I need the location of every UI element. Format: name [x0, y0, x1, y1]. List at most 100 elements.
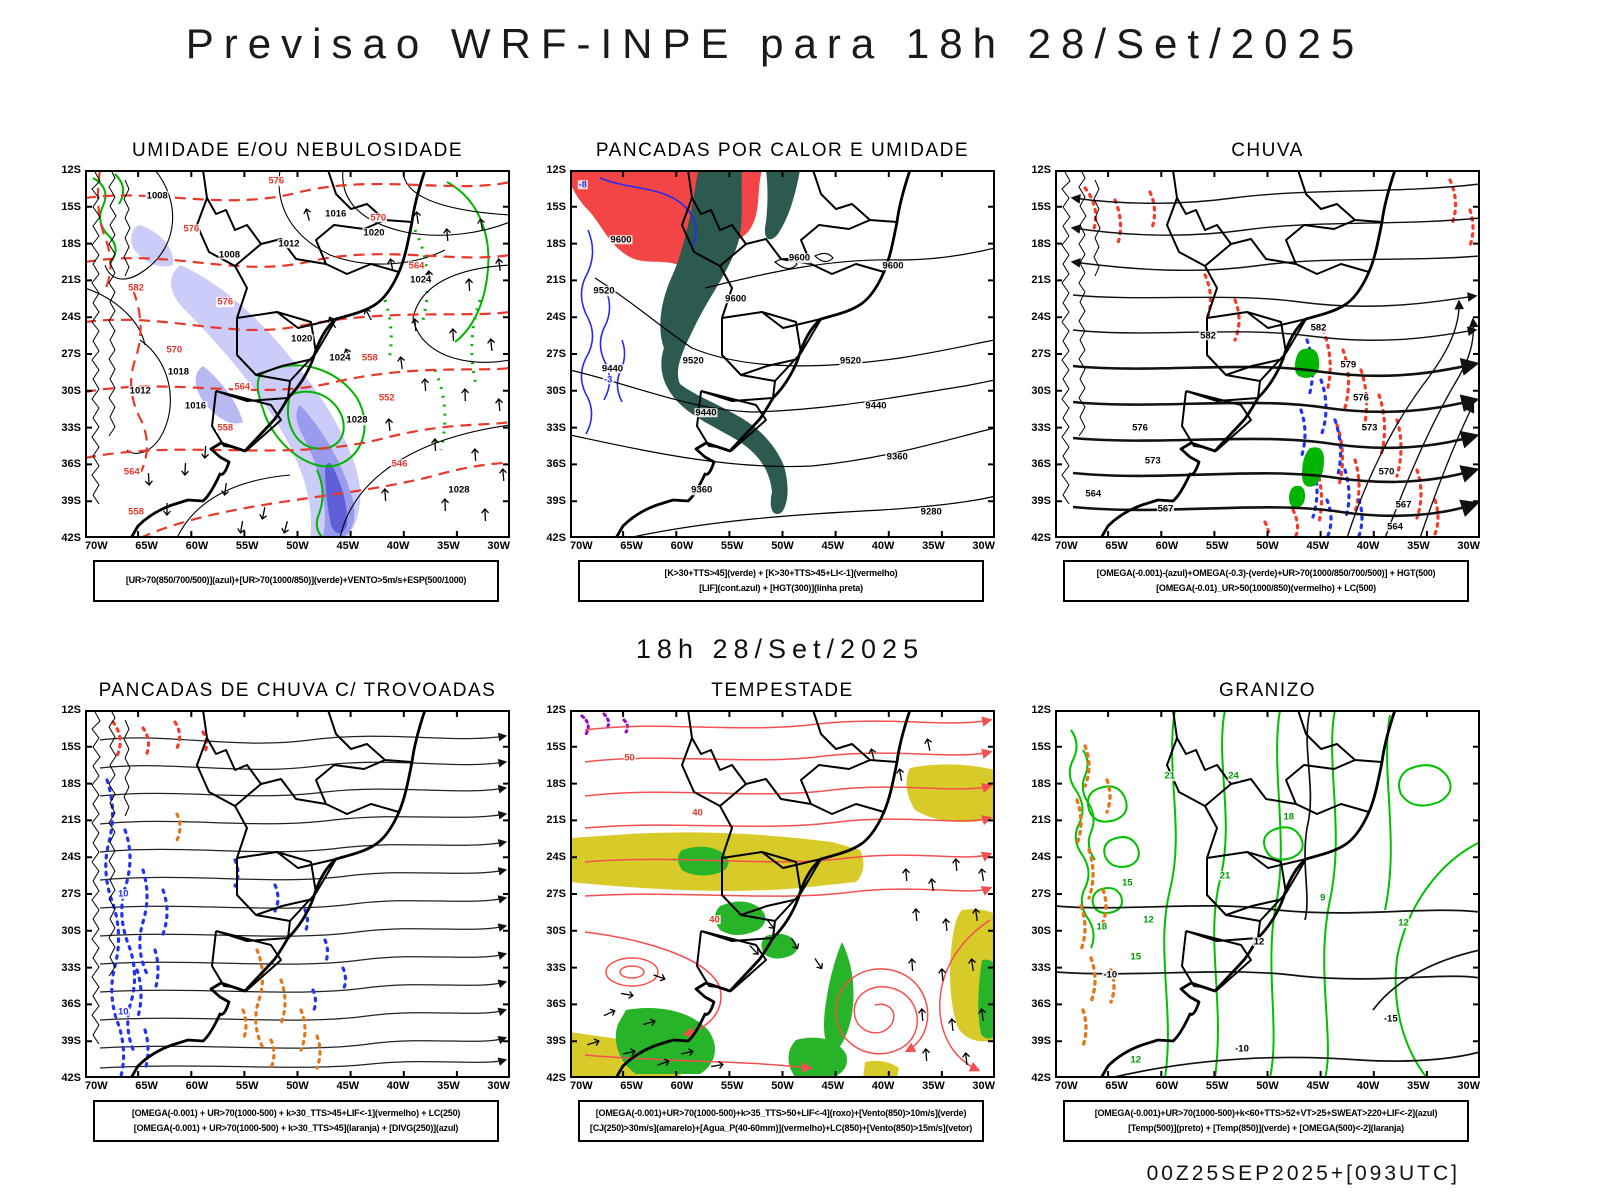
x-axis-labels: 70W 65W 60W 55W 50W 45W 40W 35W 30W	[85, 540, 510, 552]
lon-label: 50W	[1256, 540, 1279, 552]
lon-label: 55W	[235, 540, 259, 552]
lon-label: 60W	[670, 540, 694, 552]
lon-label: 65W	[620, 1080, 643, 1092]
lon-label: 60W	[185, 1080, 209, 1092]
caption-granizo: [OMEGA(-0.001)+UR>70(1000-500)+k<60+TTS>…	[1063, 1100, 1469, 1142]
y-axis-labels: 12S 15S 18S 21S 24S 27S 30S 33S 36S 39S 42S	[546, 164, 566, 544]
panel-granizo: GRANIZO 12S 15S 18S 21S 24S 27S 30S 33S 36S 39S 42…	[1025, 680, 1480, 1142]
map-canvas-umidade	[85, 170, 510, 538]
lon-label: 70W	[85, 540, 108, 552]
x-axis-labels: 70W 65W 60W 55W 50W 45W 40W 35W 30W	[1055, 540, 1480, 552]
lon-label: 40W	[386, 540, 410, 552]
map-chuva: 582 579 576 573 570 567 564 576 573 564 567 582	[1055, 170, 1480, 538]
lon-label: 65W	[135, 540, 158, 552]
lon-label: 45W	[1306, 540, 1330, 552]
map-umidade: 576 1008 1016 570 576 1020 1012 1008 564 1024 582 5…	[85, 170, 510, 538]
lon-label: 70W	[85, 1080, 108, 1092]
caption-line: [UR>70(850/700/500)](azul)+[UR>70(1000/8…	[125, 575, 467, 586]
panel-title: GRANIZO	[1218, 680, 1317, 701]
y-axis-labels: 12S 15S 18S 21S 24S 27S 30S 33S 36S 39S 42S	[1031, 164, 1051, 544]
lon-label: 30W	[487, 1080, 510, 1092]
caption-line: [LIF](cont.azul) + [HGT(300)](linha pret…	[699, 583, 863, 593]
lon-label: 65W	[1105, 1080, 1128, 1092]
lon-label: 45W	[336, 540, 360, 552]
panel-pancadas-calor: PANCADAS POR CALOR E UMIDADE 12S 15S 18S 21…	[540, 140, 995, 602]
lon-label: 60W	[670, 1080, 694, 1092]
map-granizo: 21 24 18 15 21 9 12 18 12 15 12 12 -10 -15 -10	[1055, 710, 1480, 1078]
lon-label: 50W	[1256, 1080, 1279, 1092]
lon-label: 45W	[1306, 1080, 1330, 1092]
panel-chuva: CHUVA 12S 15S 18S 21S 24S 27S 30S 33S 36S 39S 42S	[1025, 140, 1480, 602]
lon-label: 40W	[386, 1080, 410, 1092]
caption-umidade: [UR>70(850/700/500)](azul)+[UR>70(1000/8…	[93, 560, 499, 602]
lon-label: 40W	[1356, 1080, 1380, 1092]
x-axis-labels: 70W 65W 60W 55W 50W 45W 40W 35W 30W	[570, 1080, 995, 1092]
run-subtitle: 18h 28/Set/2025	[635, 634, 925, 664]
caption-line: [K>30+TTS>45](verde) + [K>30+TTS>45+LI<-…	[664, 567, 898, 578]
lon-label: 40W	[1356, 540, 1380, 552]
caption-chuva: [OMEGA(-0.001)-(azul)+OMEGA(-0.3)-(verde…	[1063, 560, 1469, 602]
lon-label: 50W	[286, 1080, 309, 1092]
lon-label: 30W	[972, 1080, 995, 1092]
lon-label: 30W	[1457, 540, 1480, 552]
caption-line: [CJ(250)>30m/s](amarelo)+[Agua_P(40-60mm…	[589, 1123, 973, 1133]
lon-label: 35W	[1407, 540, 1430, 552]
panel-umidade: UMIDADE E/OU NEBULOSIDADE 12S 15S 18S 21S 24…	[55, 140, 510, 602]
lon-label: 55W	[720, 540, 744, 552]
x-axis-labels: 70W 65W 60W 55W 50W 45W 40W 35W 30W	[1055, 1080, 1480, 1092]
y-axis-labels: 12S 15S 18S 21S 24S 27S 30S 33S 36S 39S 42S	[546, 704, 566, 1084]
lon-label: 35W	[437, 540, 460, 552]
map-tempestade: 50 40 40	[570, 710, 995, 1078]
lon-label: 50W	[771, 1080, 794, 1092]
x-axis-labels: 70W 65W 60W 55W 50W 45W 40W 35W 30W	[570, 540, 995, 552]
map-canvas-granizo	[1055, 710, 1480, 1078]
lon-label: 55W	[1205, 540, 1229, 552]
caption-line: [OMEGA(-0.001)+UR>70(1000-500)+k>35_TTS>…	[595, 1107, 967, 1118]
page-title: Previsao WRF-INPE para 18h 28/Set/2025	[185, 20, 1365, 67]
lon-label: 50W	[286, 540, 309, 552]
map-canvas-chuva	[1055, 170, 1480, 538]
lon-label: 40W	[871, 540, 895, 552]
panel-title: PANCADAS DE CHUVA C/ TROVOADAS	[98, 680, 497, 701]
caption-line: [OMEGA(-0.001) + UR>70(1000-500) + k>30_…	[131, 1107, 461, 1118]
lon-label: 65W	[1105, 540, 1128, 552]
lon-label: 55W	[235, 1080, 259, 1092]
lon-label: 55W	[1205, 1080, 1229, 1092]
lon-label: 60W	[185, 540, 209, 552]
lon-label: 70W	[1055, 540, 1078, 552]
caption-line: [Temp(500)](preto) + [Temp(850)](verde) …	[1128, 1123, 1404, 1133]
panel-title: TEMPESTADE	[711, 680, 854, 701]
map-canvas-tempestade	[570, 710, 995, 1078]
lon-label: 45W	[336, 1080, 360, 1092]
caption-line: [OMEGA(-0.001)-(azul)+OMEGA(-0.3)-(verde…	[1096, 567, 1436, 578]
lon-label: 55W	[720, 1080, 744, 1092]
lon-label: 60W	[1155, 540, 1179, 552]
map-canvas-pancadas-calor	[570, 170, 995, 538]
lon-label: 70W	[1055, 1080, 1078, 1092]
lon-label: 35W	[437, 1080, 460, 1092]
lon-label: 70W	[570, 1080, 593, 1092]
lon-label: 30W	[487, 540, 510, 552]
lon-label: 45W	[821, 1080, 845, 1092]
panel-tempestade: TEMPESTADE 12S 15S 18S 21S 24S 27S 30S 33S 36S 39…	[540, 680, 995, 1142]
lon-label: 30W	[972, 540, 995, 552]
lon-label: 60W	[1155, 1080, 1179, 1092]
caption-tempestade: [OMEGA(-0.001)+UR>70(1000-500)+k>35_TTS>…	[578, 1100, 984, 1142]
map-canvas-trovoadas	[85, 710, 510, 1078]
x-axis-labels: 70W 65W 60W 55W 50W 45W 40W 35W 30W	[85, 1080, 510, 1092]
lon-label: 30W	[1457, 1080, 1480, 1092]
caption-pancadas-calor: [K>30+TTS>45](verde) + [K>30+TTS>45+LI<-…	[578, 560, 984, 602]
caption-line: [OMEGA(-0.001)+UR>70(1000-500)+k<60+TTS>…	[1094, 1107, 1438, 1118]
y-axis-labels: 12S 15S 18S 21S 24S 27S 30S 33S 36S 39S 42S	[1031, 704, 1051, 1084]
lon-label: 40W	[871, 1080, 895, 1092]
caption-trovoadas: [OMEGA(-0.001) + UR>70(1000-500) + k>30_…	[93, 1100, 499, 1142]
lon-label: 70W	[570, 540, 593, 552]
lon-label: 35W	[1407, 1080, 1430, 1092]
lon-label: 35W	[922, 540, 945, 552]
y-axis-labels: 12S 15S 18S 21S 24S 27S 30S 33S 36S 39S 42S	[61, 164, 81, 544]
panel-title: PANCADAS POR CALOR E UMIDADE	[595, 140, 970, 161]
footer-timestamp: 00Z25SEP2025+[093UTC]	[1146, 1162, 1460, 1185]
panel-title: CHUVA	[1231, 140, 1304, 161]
panel-title: UMIDADE E/OU NEBULOSIDADE	[132, 140, 463, 161]
